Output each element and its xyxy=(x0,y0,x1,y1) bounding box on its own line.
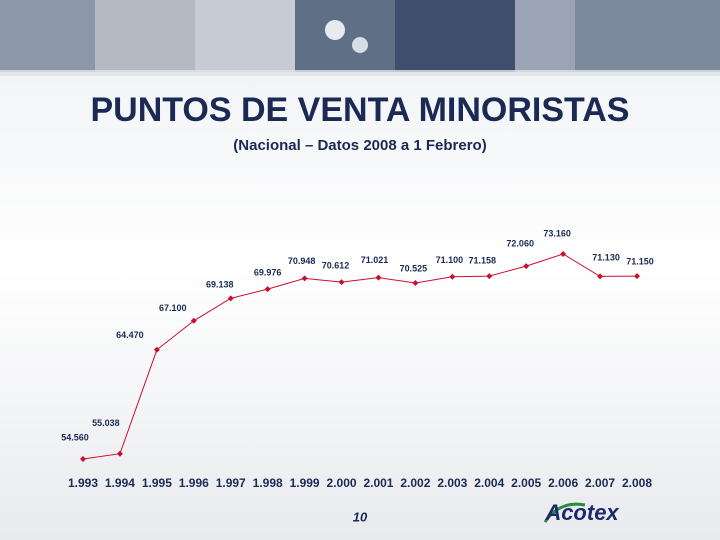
logo: Acotex xyxy=(543,500,619,525)
x-tick-label: 1.997 xyxy=(216,476,246,490)
x-tick-label: 1.998 xyxy=(253,476,283,490)
x-tick-label: 2.004 xyxy=(474,476,504,490)
marker xyxy=(153,346,160,353)
marker xyxy=(116,450,123,457)
page-number: 10 xyxy=(353,509,368,524)
x-tick-label: 2.008 xyxy=(622,476,652,490)
marker xyxy=(190,317,197,324)
title: PUNTOS DE VENTA MINORISTAS xyxy=(90,91,629,129)
data-label: 73.160 xyxy=(543,228,571,238)
marker xyxy=(449,273,456,280)
marker xyxy=(301,275,308,282)
x-tick-label: 2.003 xyxy=(437,476,467,490)
data-label: 70.525 xyxy=(400,263,428,273)
data-label: 70.612 xyxy=(322,260,350,270)
data-label: 71.150 xyxy=(626,257,654,267)
x-tick-label: 2.006 xyxy=(548,476,578,490)
marker xyxy=(80,456,86,462)
data-label: 71.158 xyxy=(469,255,497,265)
data-label: 70.948 xyxy=(288,256,316,266)
data-label: 71.021 xyxy=(361,255,389,265)
marker xyxy=(264,286,271,293)
x-tick-label: 1.996 xyxy=(179,476,209,490)
data-label: 71.130 xyxy=(592,253,620,263)
marker xyxy=(634,273,640,280)
marker xyxy=(486,273,493,280)
x-tick-label: 1.999 xyxy=(290,476,320,490)
x-tick-label: 1.995 xyxy=(142,476,172,490)
x-tick-label: 1.994 xyxy=(105,476,135,490)
data-label: 69.976 xyxy=(254,267,282,277)
data-label: 71.100 xyxy=(436,255,464,265)
x-tick-label: 2.007 xyxy=(585,476,615,490)
logo-text: Acotex xyxy=(544,500,619,525)
line xyxy=(82,253,638,460)
x-tick-label: 2.000 xyxy=(327,476,357,490)
data-label: 55.038 xyxy=(92,418,120,428)
marker xyxy=(227,295,234,302)
marker xyxy=(375,274,382,281)
data-label: 69.138 xyxy=(206,280,234,290)
marker xyxy=(412,280,419,287)
data-label: 67.100 xyxy=(159,303,187,313)
subtitle: (Nacional – Datos 2008 a 1 Febrero) xyxy=(233,137,486,154)
data-label: 54.560 xyxy=(61,432,89,442)
x-tick-label: 1.993 xyxy=(68,476,98,490)
x-tick-label: 2.002 xyxy=(400,476,430,490)
marker xyxy=(560,251,567,257)
marker xyxy=(523,263,530,270)
x-tick-label: 2.005 xyxy=(511,476,541,490)
x-tick-label: 2.001 xyxy=(363,476,393,490)
data-label: 72.060 xyxy=(506,238,534,248)
data-label: 64.470 xyxy=(116,330,144,340)
marker xyxy=(597,273,604,280)
marker xyxy=(338,279,345,286)
header-photos xyxy=(0,0,720,76)
